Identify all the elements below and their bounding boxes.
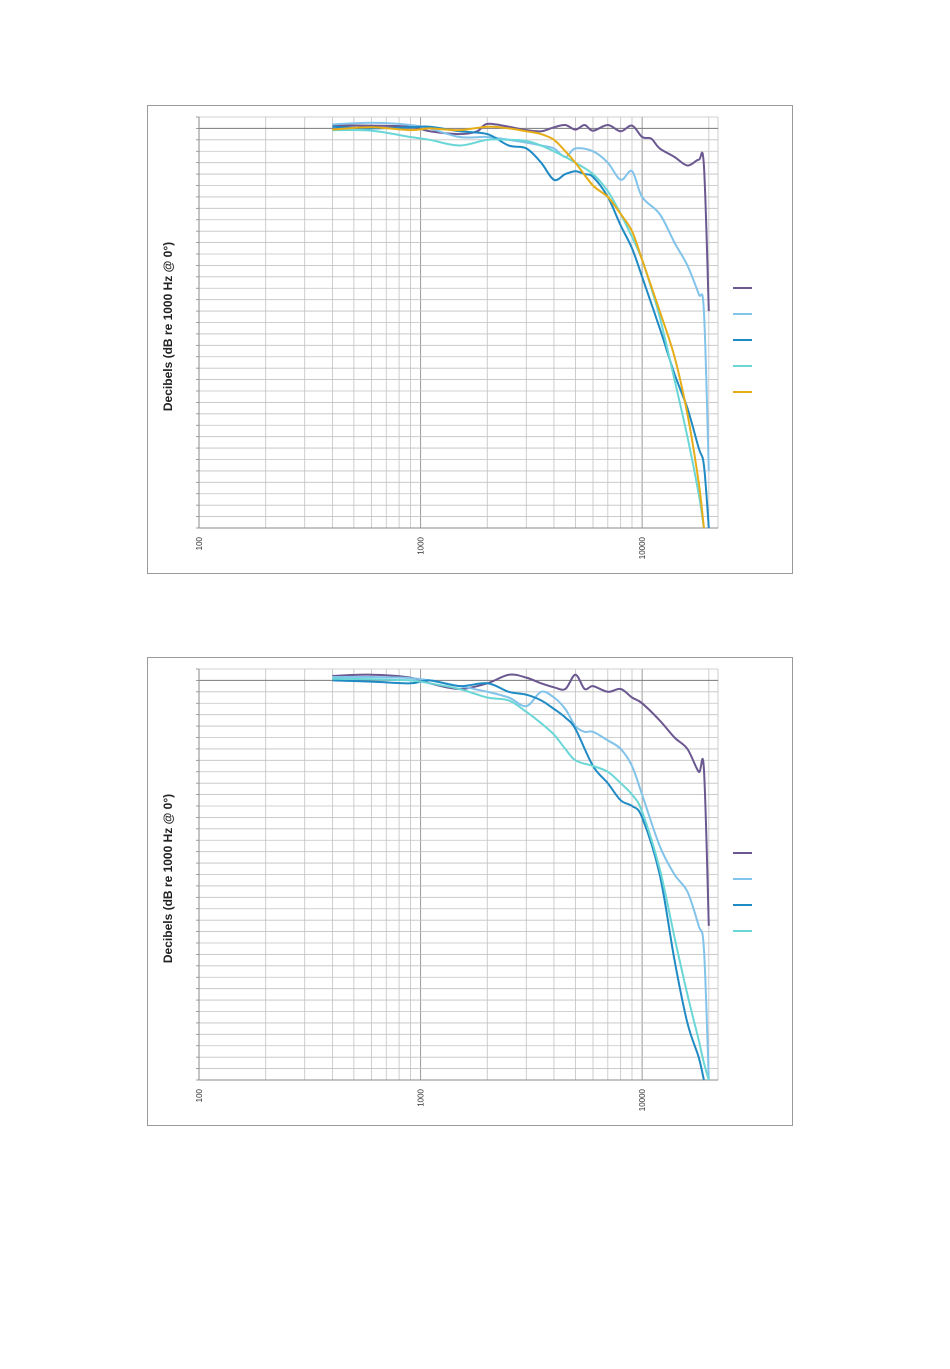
x-tick-label: 10000 [638,536,647,559]
series-line-3 [332,679,705,1081]
y-axis-label: Decibels (dB re 1000 Hz @ 0°) [161,794,175,963]
x-tick-label: 100 [195,536,204,550]
series-line-4 [332,677,710,1081]
chart-bottom-legend [733,852,752,932]
chart-bottom-svg: 100 1000 10000 Decibels (dB re 1000 Hz @ 0°… [161,668,752,1111]
series-line-1 [332,673,710,926]
series-line-5 [332,125,705,529]
x-tick-label: 1000 [417,1088,426,1106]
chart-top-svg: 100 1000 10000 Decibels (dB re 1000 Hz @ 0°… [161,116,752,559]
chart-top-grid [196,116,719,529]
chart-bottom-grid [196,668,719,1081]
chart-top-legend [733,287,752,393]
series-line-1 [332,122,710,312]
series-line-3 [332,125,710,529]
series-line-2 [332,121,710,471]
x-tick-label: 1000 [417,536,426,554]
chart-top: 100 1000 10000 Decibels (dB re 1000 Hz @ 0°… [147,105,793,574]
y-axis-label: Decibels (dB re 1000 Hz @ 0°) [161,242,175,411]
series-line-4 [332,129,705,529]
x-tick-label: 100 [195,1088,204,1102]
x-tick-label: 10000 [638,1088,647,1111]
chart-bottom: 100 1000 10000 Decibels (dB re 1000 Hz @ 0°… [147,657,793,1126]
